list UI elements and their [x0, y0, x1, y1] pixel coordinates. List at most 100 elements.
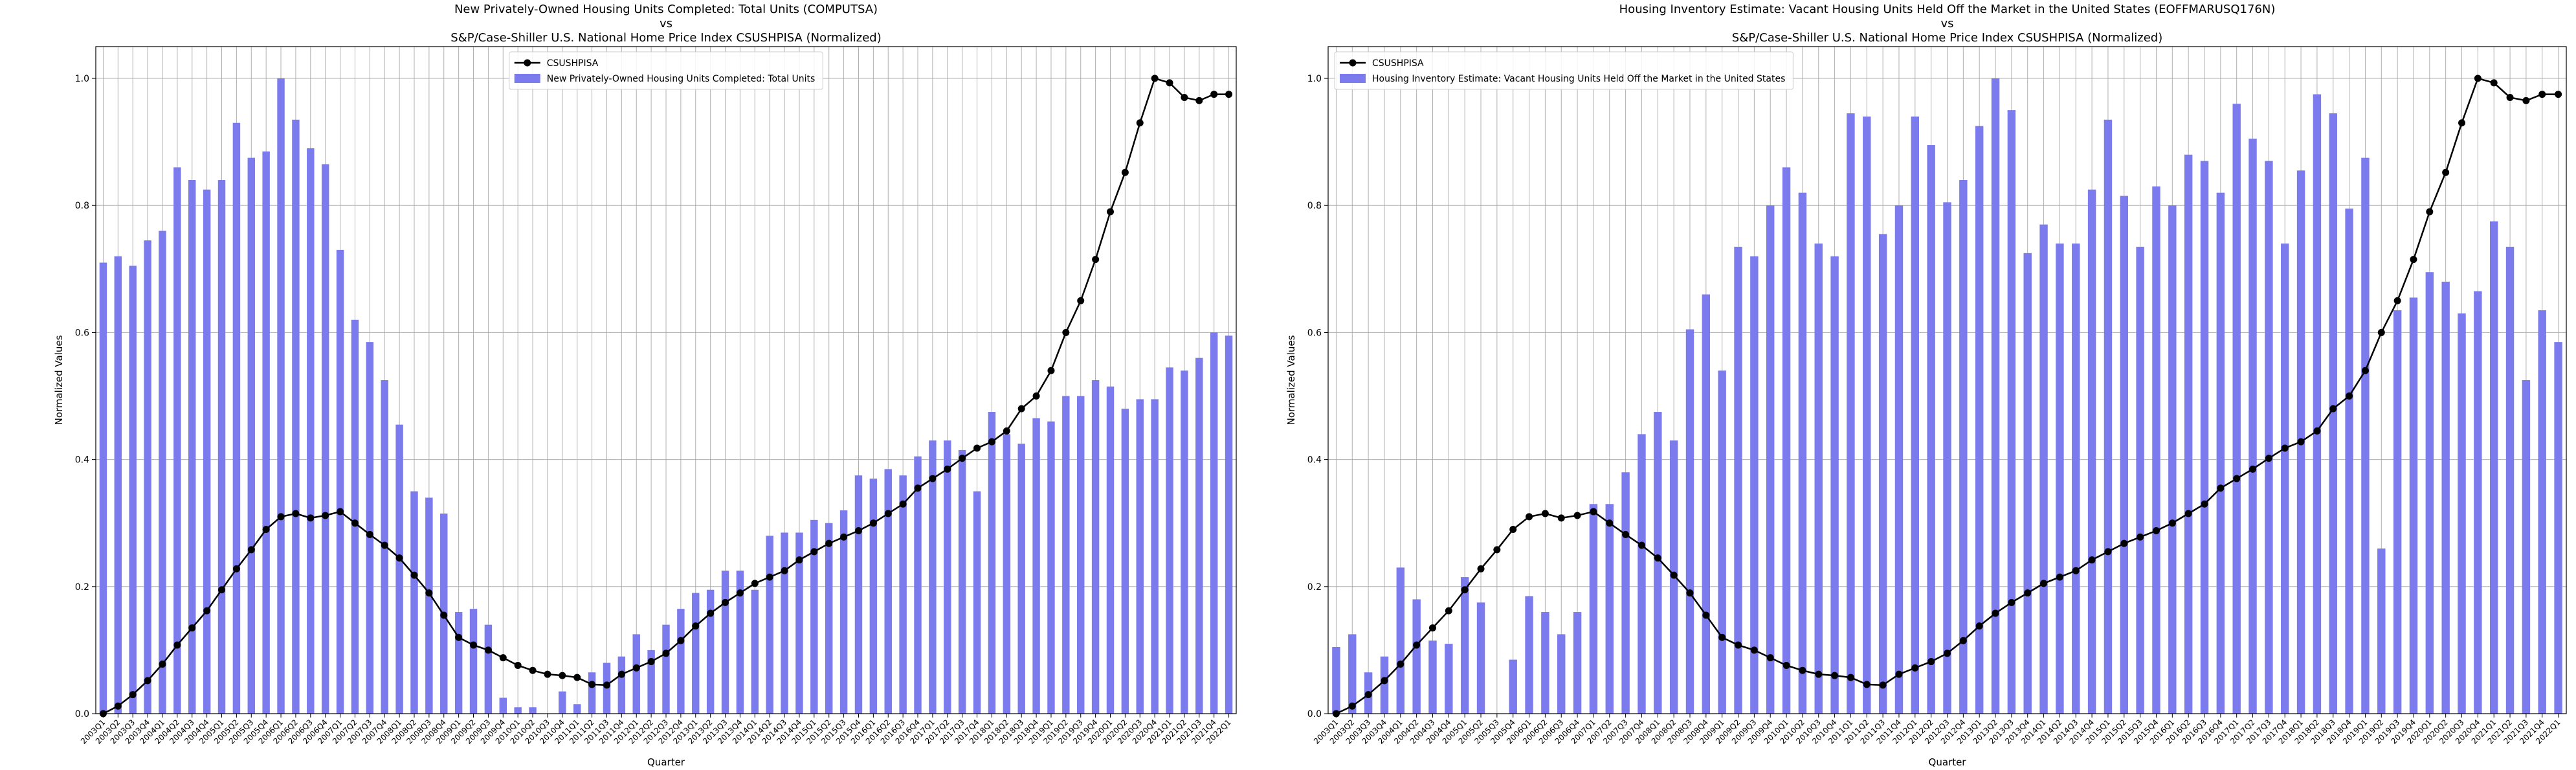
point	[1047, 367, 1055, 374]
bar	[810, 519, 818, 714]
point	[884, 510, 892, 517]
point	[944, 465, 951, 473]
bar	[2232, 104, 2241, 714]
point	[1397, 660, 1405, 668]
point	[337, 508, 344, 515]
bar	[1428, 640, 1437, 714]
bar	[2474, 291, 2482, 714]
bar	[1166, 367, 1173, 714]
legend: CSUSHPISA Housing Inventory Estimate: Vac…	[1334, 51, 1793, 90]
point	[2410, 256, 2417, 264]
bar	[1863, 116, 1871, 714]
point	[617, 670, 625, 678]
bar	[1348, 634, 1357, 714]
bar	[395, 424, 403, 714]
bar	[1106, 386, 1115, 714]
chart-title: New Privately-Owned Housing Units Comple…	[454, 3, 878, 16]
bar	[1589, 504, 1598, 714]
point	[440, 611, 448, 619]
point	[559, 672, 566, 679]
bar	[2056, 243, 2064, 714]
point	[1735, 641, 1742, 649]
x-axis-label: Quarter	[1929, 756, 1967, 768]
point	[973, 444, 981, 452]
bar	[1017, 444, 1025, 714]
point	[1225, 91, 1233, 98]
point	[2233, 475, 2241, 482]
point	[1750, 646, 1758, 654]
bar	[247, 157, 255, 714]
point	[2056, 573, 2063, 581]
point	[1654, 554, 1661, 562]
point	[781, 567, 788, 574]
point	[292, 510, 300, 517]
point	[1017, 405, 1025, 413]
point	[232, 565, 240, 572]
point	[1121, 168, 1129, 176]
bar	[1943, 202, 1951, 714]
point	[1590, 508, 1597, 515]
bar	[706, 589, 715, 714]
bar	[825, 523, 833, 714]
point	[2024, 589, 2032, 597]
point	[1911, 664, 1919, 672]
chart-title: vs	[660, 17, 672, 30]
point	[2506, 93, 2514, 101]
point	[1686, 589, 1694, 597]
bar	[2087, 189, 2096, 714]
bar	[588, 672, 596, 714]
point	[1879, 681, 1887, 689]
point	[766, 573, 773, 581]
point	[173, 641, 181, 649]
point	[144, 677, 151, 685]
bar	[1638, 434, 1646, 714]
bar	[1878, 234, 1887, 714]
bar	[529, 707, 537, 714]
point	[662, 650, 670, 657]
point	[544, 670, 551, 678]
bar	[1894, 205, 1904, 714]
point	[899, 500, 907, 508]
y-tick-label: 0.6	[1307, 328, 1322, 338]
bar	[1702, 294, 1711, 714]
bar	[2522, 380, 2531, 714]
point	[2008, 598, 2015, 606]
point	[1413, 641, 1421, 649]
point	[1106, 208, 1114, 216]
point	[1863, 681, 1871, 688]
point	[2249, 465, 2257, 473]
y-tick-label: 0.8	[1307, 201, 1322, 211]
chart-title: vs	[1940, 17, 1953, 30]
y-tick-label: 0.2	[1307, 582, 1322, 593]
bar	[1975, 126, 1984, 714]
point	[307, 514, 315, 522]
bar	[129, 266, 137, 714]
point	[2184, 510, 2192, 517]
bar	[173, 167, 181, 714]
bar	[1621, 472, 1630, 714]
bar	[869, 479, 878, 714]
point	[1092, 256, 1100, 264]
bar	[1685, 329, 1694, 714]
point	[247, 546, 255, 554]
bar	[307, 148, 315, 714]
bar	[736, 571, 744, 714]
point	[1210, 91, 1218, 98]
point	[484, 646, 492, 654]
x-axis-label: Quarter	[647, 756, 685, 768]
point	[351, 519, 359, 527]
bar	[499, 697, 507, 714]
bar	[1396, 567, 1405, 714]
bar	[336, 249, 344, 714]
point	[2152, 527, 2160, 534]
y-tick-label: 0.6	[75, 328, 89, 338]
point	[692, 622, 700, 630]
point	[2137, 533, 2144, 541]
point	[1992, 609, 1999, 617]
point	[2377, 328, 2385, 336]
point	[632, 664, 640, 672]
point	[499, 654, 507, 662]
bar	[1445, 644, 1453, 714]
point	[2281, 444, 2289, 452]
bar	[1766, 205, 1775, 714]
